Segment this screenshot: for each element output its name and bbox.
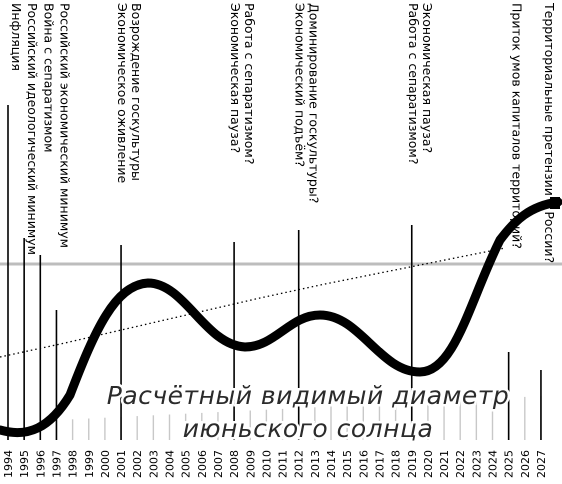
year-label: 2007 [212,450,225,478]
year-label: 1995 [18,450,31,478]
annotation-text: Российский экономический минимум [57,3,72,248]
event-annotation: Российский идеологический минимум [23,3,40,440]
annotation-text: Экономический подъём? [293,3,308,167]
diagram-title: Расчётный видимый диаметр июньского солн… [104,379,511,446]
year-label: 2008 [228,450,241,478]
year-label: 2014 [325,450,338,478]
year-label: 2001 [115,450,128,478]
annotation-text: Территориальные претензии к России? [542,2,557,263]
year-label: 2018 [390,450,403,478]
year-label: 2009 [244,450,257,478]
year-label: 2002 [131,450,144,478]
year-label: 1994 [2,450,15,478]
event-annotation: Экономический подъём? Доминирование госку… [293,3,322,440]
event-annotation: Экономическое оживление Возрождение госку… [115,3,144,440]
event-annotation: Российский экономический минимум [55,3,72,440]
year-label: 1996 [34,450,47,478]
year-label: 2024 [487,450,500,478]
year-label: 2006 [196,450,209,478]
trend-dotted-line [0,247,506,358]
year-label: 2013 [309,450,322,478]
event-annotation: Приток умов капиталов территорий? [507,3,525,440]
year-label: 2022 [454,450,467,478]
year-grid-lines [7,396,542,440]
year-label: 2012 [293,450,306,478]
annotation-text: Война с сепаратизмом [41,3,56,153]
curve-endpoint-marker [550,197,560,209]
annotation-text: Экономическое оживление [115,3,130,183]
annotation-text: Российский идеологический минимум [25,3,40,255]
annotation-text: Экономическая пауза? [228,3,243,153]
title-line-2: июньского солнца [183,414,434,443]
year-label: 2003 [147,450,160,478]
year-label: 2026 [519,450,532,478]
event-annotation: Территориальные претензии к России? [540,2,557,440]
year-label: 1997 [50,450,63,478]
year-label: 2027 [535,450,548,478]
year-label: 2019 [406,450,419,478]
year-label: 1999 [83,450,96,478]
annotation-text: Приток умов капиталов территорий? [510,3,525,249]
event-annotation: Война с сепаратизмом [39,3,56,440]
year-label: 2016 [357,450,370,478]
year-axis-labels: 1994 1995 1996 1997 1998 1999 2000 2001 2002 2003… [2,450,548,478]
title-line-1: Расчётный видимый диаметр [107,381,509,410]
event-annotation: Работа с сепаратизмом? Экономическая пауз… [406,3,435,440]
year-label: 2017 [373,450,386,478]
year-label: 2015 [341,450,354,478]
annotation-text: Работа с сепаратизмом? [406,3,421,165]
year-label: 2020 [422,450,435,478]
annotation-text: Инфляция [9,3,24,71]
annotation-text: Экономическая пауза? [420,3,435,153]
year-label: 2004 [164,450,177,478]
year-label: 2011 [277,450,290,478]
year-label: 2000 [99,450,112,478]
year-label: 2021 [438,450,451,478]
diameter-curve [0,197,562,438]
annotation-text: Работа с сепаратизмом? [242,3,257,165]
year-label: 2025 [503,450,516,478]
annotation-text: Доминирование госкультуры? [307,3,322,203]
event-annotation: Экономическая пауза? Работа с сепаратизмо… [228,3,257,440]
event-annotations: Инфляция Российский идеологический миниму… [7,2,557,440]
year-label: 1998 [67,450,80,478]
annotation-text: Возрождение госкультуры [129,3,144,181]
event-annotation: Инфляция [7,3,24,440]
year-label: 2005 [180,450,193,478]
year-label: 2023 [470,450,483,478]
year-label: 2010 [260,450,273,478]
